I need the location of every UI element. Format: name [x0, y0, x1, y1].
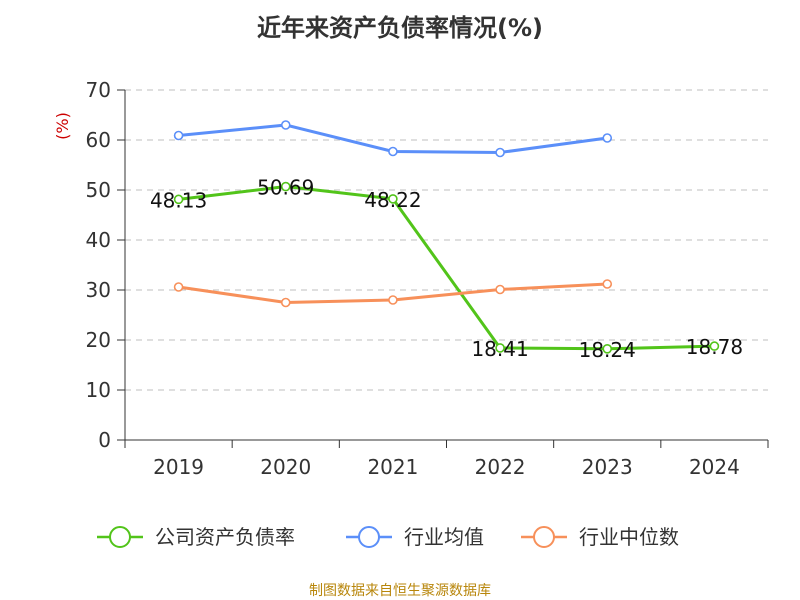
- data-label: 18.78: [686, 335, 743, 359]
- y-tick-label: 0: [98, 428, 111, 452]
- legend-label-2: 行业均值: [404, 525, 484, 549]
- y-tick-label: 30: [86, 278, 111, 302]
- y-tick-label: 10: [86, 378, 111, 402]
- data-label: 18.24: [579, 338, 636, 362]
- data-point: [709, 341, 720, 351]
- x-tick-label: 2020: [260, 455, 311, 479]
- legend-marker-1: [109, 526, 131, 548]
- data-point: [280, 297, 291, 308]
- data-label: 48.22: [364, 188, 421, 212]
- data-point: [602, 133, 613, 143]
- data-label: 50.69: [257, 176, 314, 200]
- data-point: [173, 194, 184, 205]
- x-tick-label: 2023: [582, 455, 633, 479]
- data-point: [388, 146, 398, 157]
- data-point: [602, 343, 613, 354]
- y-tick-label: 50: [86, 178, 111, 202]
- chart-title: 近年来资产负债率情况(%): [257, 14, 543, 42]
- data-point: [173, 130, 184, 141]
- y-tick-label: 60: [86, 128, 111, 152]
- x-tick-label: 2024: [689, 455, 740, 479]
- legend: 公司资产负债率 行业均值 行业中位数: [97, 525, 679, 549]
- y-axis-label: (%): [53, 112, 72, 140]
- legend-label-3: 行业中位数: [579, 525, 679, 549]
- legend-label-1: 公司资产负债率: [155, 525, 295, 549]
- y-tick-label: 20: [86, 328, 111, 352]
- data-point: [388, 194, 398, 204]
- data-point: [173, 282, 184, 292]
- axes: 0 10 20 30 40 50 60 70 (%) 2019 2020 2021 2022 2023 20…: [53, 78, 769, 479]
- data-point: [280, 181, 291, 192]
- series-lines: [178, 123, 715, 351]
- legend-marker-3: [533, 526, 555, 548]
- data-point: [280, 120, 291, 130]
- source-note: 制图数据来自恒生聚源数据库: [309, 583, 491, 599]
- x-tick-label: 2019: [153, 455, 204, 479]
- series-line-1: [178, 185, 715, 351]
- data-points: [173, 120, 720, 354]
- data-point: [388, 295, 398, 305]
- data-labels: 48.13 50.69 48.22 18.41 18.24 18.78: [150, 176, 743, 362]
- data-point: [602, 279, 613, 289]
- x-tick-label: 2021: [367, 455, 418, 479]
- data-point: [495, 284, 505, 295]
- y-tick-label: 70: [86, 78, 111, 102]
- data-point: [495, 343, 505, 353]
- y-tick-label: 40: [86, 228, 111, 252]
- data-point: [495, 147, 505, 158]
- data-label: 48.13: [150, 188, 207, 212]
- grid-lines: [125, 89, 768, 391]
- legend-marker-2: [358, 526, 380, 548]
- data-label: 18.41: [471, 337, 528, 361]
- x-tick-label: 2022: [475, 455, 526, 479]
